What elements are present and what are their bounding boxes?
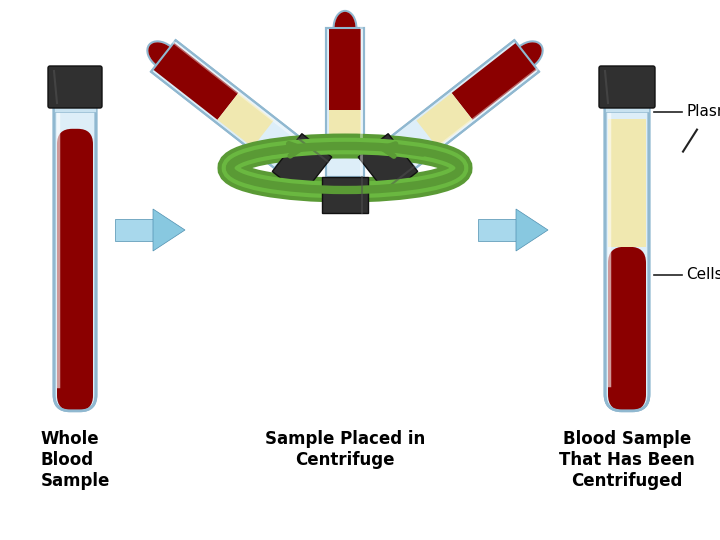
Polygon shape [217,93,274,147]
Text: Cells: Cells [686,267,720,282]
FancyBboxPatch shape [608,247,646,411]
Polygon shape [416,93,472,147]
Polygon shape [153,209,185,251]
FancyBboxPatch shape [54,91,96,411]
Ellipse shape [333,11,356,45]
FancyBboxPatch shape [605,91,649,411]
Bar [605,104,649,112]
Polygon shape [516,209,548,251]
Polygon shape [451,43,537,120]
Polygon shape [329,28,361,110]
Text: Blood Sample
That Has Been
Centrifuged: Blood Sample That Has Been Centrifuged [559,430,695,490]
Polygon shape [322,177,368,213]
Ellipse shape [148,42,179,70]
Polygon shape [359,134,418,195]
Polygon shape [326,28,364,177]
Ellipse shape [148,42,179,71]
Bar [54,104,96,112]
Text: Whole
Blood
Sample: Whole Blood Sample [40,430,109,490]
FancyBboxPatch shape [57,129,93,411]
Polygon shape [272,134,332,195]
Polygon shape [153,43,238,120]
Ellipse shape [335,12,356,44]
Polygon shape [391,40,539,168]
Ellipse shape [510,42,543,71]
Ellipse shape [512,42,541,70]
FancyBboxPatch shape [48,66,102,108]
Text: Plasma: Plasma [686,104,720,119]
Polygon shape [478,219,516,241]
Text: Sample Placed in
Centrifuge: Sample Placed in Centrifuge [265,430,425,469]
Polygon shape [115,219,153,241]
Bar [608,119,646,247]
Polygon shape [329,110,361,149]
Polygon shape [151,40,300,168]
FancyBboxPatch shape [599,66,655,108]
